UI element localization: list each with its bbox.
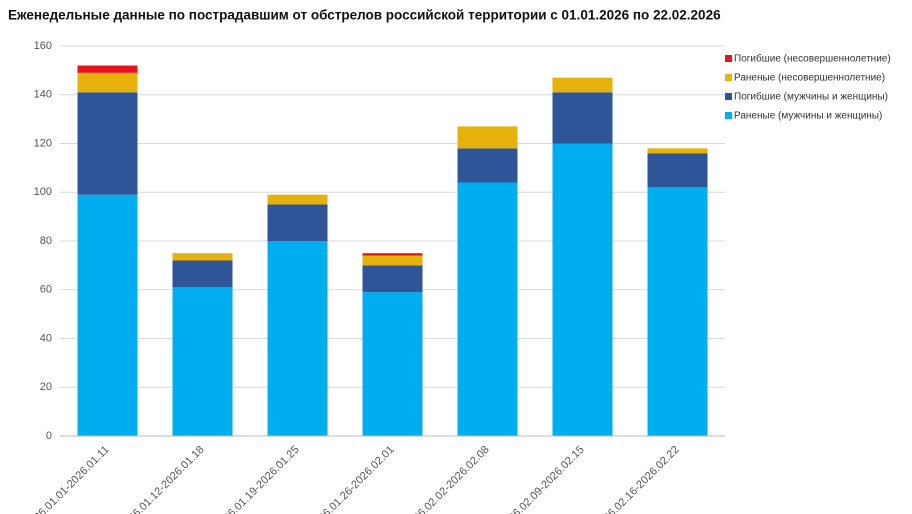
x-tick-label: 2026.02.09-2026.02.15 — [498, 444, 587, 514]
bar-segment — [267, 194, 328, 205]
bar-segment — [172, 260, 233, 288]
bar-segment — [552, 77, 613, 93]
legend-swatch — [725, 93, 732, 100]
x-tick-label: 2026.01.19-2026.01.25 — [213, 444, 302, 514]
bar-segment — [267, 204, 328, 241]
y-tick-label: 20 — [40, 381, 52, 393]
legend-swatch — [725, 112, 732, 119]
bar-segment — [77, 72, 138, 93]
y-tick-label: 60 — [40, 284, 52, 296]
bar-segment — [77, 194, 138, 436]
x-tick-label: 2026.02.02-2026.02.08 — [403, 444, 492, 514]
legend-label: Раненые (мужчины и женщины) — [734, 111, 882, 122]
x-tick-label: 2026.01.26-2026.02.01 — [308, 444, 397, 514]
y-tick-label: 160 — [34, 40, 52, 52]
bar-segment — [552, 92, 613, 144]
x-tick-label: 2026.01.12-2026.01.18 — [118, 444, 207, 514]
legend-label: Погибшие (мужчины и женщины) — [734, 91, 888, 103]
bar-segment — [362, 253, 423, 256]
legend-swatch — [725, 55, 732, 62]
x-tick-label: 2026.01.01-2026.01.11 — [23, 444, 111, 514]
bar-segment — [362, 265, 423, 293]
bar-segment — [457, 182, 518, 436]
bar-segment — [647, 153, 708, 188]
y-tick-label: 120 — [34, 137, 52, 149]
bar-segment — [647, 187, 708, 436]
y-tick-label: 100 — [34, 186, 52, 198]
bar-segment — [362, 292, 423, 436]
x-tick-label: 2026.02.16-2026.02.22 — [593, 444, 682, 514]
bar-segment — [457, 148, 518, 183]
y-tick-label: 40 — [40, 332, 52, 344]
legend-label: Раненые (несовершеннолетние) — [734, 73, 885, 84]
y-tick-label: 0 — [46, 430, 52, 442]
bar-segment — [77, 65, 138, 73]
y-tick-label: 140 — [34, 89, 52, 101]
bar-segment — [172, 287, 233, 436]
legend-label: Погибшие (несовершеннолетние) — [734, 53, 891, 65]
legend-swatch — [725, 74, 732, 81]
bar-segment — [647, 148, 708, 154]
bar-segment — [457, 126, 518, 149]
chart-title: Еженедельные данные по пострадавшим от о… — [8, 8, 721, 23]
y-tick-label: 80 — [40, 235, 52, 247]
bar-segment — [77, 92, 138, 195]
bar-segment — [552, 143, 613, 436]
bar-segment — [172, 253, 233, 261]
bar-segment — [267, 241, 328, 436]
bar-segment — [362, 255, 423, 266]
